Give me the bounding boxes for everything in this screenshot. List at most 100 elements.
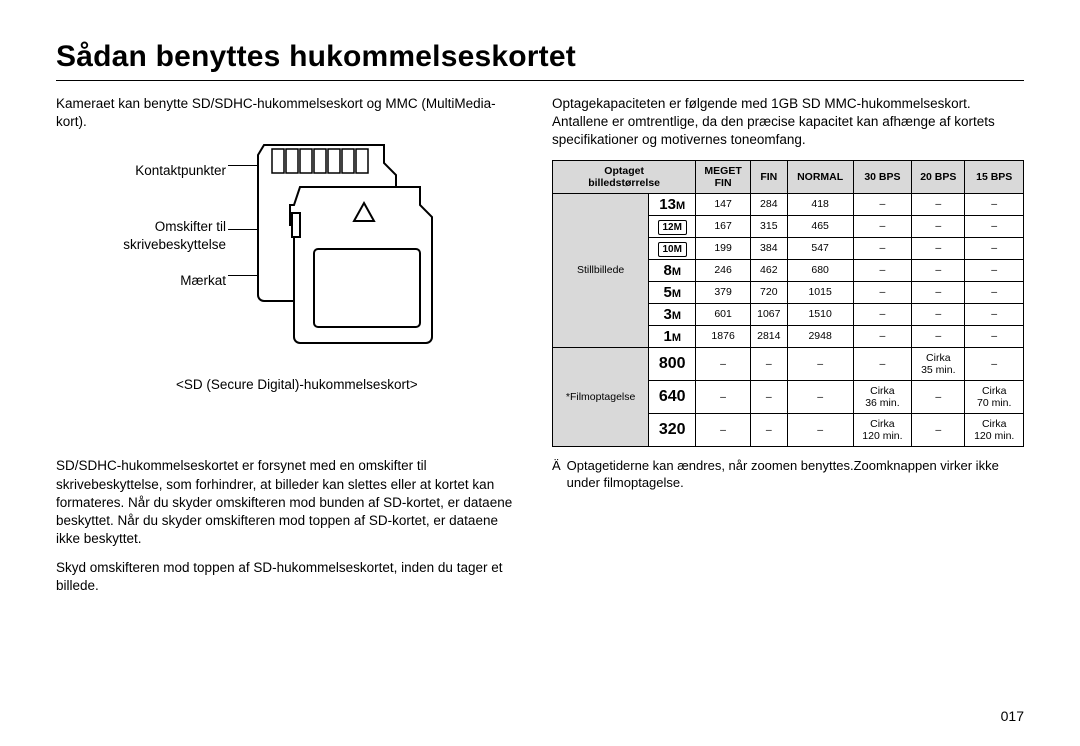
cell-vfine: –	[696, 413, 751, 446]
page-number: 017	[1001, 708, 1024, 724]
cell-30: Cirka120 min.	[853, 413, 912, 446]
table-row: *Filmoptagelse800––––Cirka35 min.–	[553, 347, 1024, 380]
sd-card-illustration	[236, 141, 446, 361]
cell-fine: 1067	[750, 303, 787, 325]
cell-15: –	[965, 281, 1024, 303]
cell-vfine: 246	[696, 259, 751, 281]
cell-normal: 1510	[787, 303, 853, 325]
table-header-row: Optaget billedstørrelse MEGET FIN FIN NO…	[553, 160, 1024, 193]
table-body: Stillbillede13M147284418–––12M167315465–…	[553, 193, 1024, 446]
page-title: Sådan benyttes hukommelseskortet	[56, 40, 1024, 74]
size-icon: 13M	[649, 193, 696, 215]
left-intro: Kameraet kan benytte SD/SDHC-hukommelses…	[56, 95, 516, 131]
left-column: Kameraet kan benytte SD/SDHC-hukommelses…	[56, 95, 516, 605]
cell-normal: 418	[787, 193, 853, 215]
cell-30: –	[853, 325, 912, 347]
cell-20: –	[912, 281, 965, 303]
cell-normal: 680	[787, 259, 853, 281]
cell-15: –	[965, 325, 1024, 347]
size-icon: 800	[649, 347, 696, 380]
cell-normal: –	[787, 347, 853, 380]
size-icon: 3M	[649, 303, 696, 325]
th-size: Optaget billedstørrelse	[553, 160, 696, 193]
cell-30: –	[853, 193, 912, 215]
cell-normal: 1015	[787, 281, 853, 303]
size-icon: 320	[649, 413, 696, 446]
cell-15: –	[965, 237, 1024, 259]
cell-30: –	[853, 347, 912, 380]
columns: Kameraet kan benytte SD/SDHC-hukommelses…	[56, 95, 1024, 605]
cell-15: –	[965, 259, 1024, 281]
cell-vfine: –	[696, 380, 751, 413]
cell-20: –	[912, 193, 965, 215]
cell-vfine: 147	[696, 193, 751, 215]
cell-normal: –	[787, 413, 853, 446]
table-row: Stillbillede13M147284418–––	[553, 193, 1024, 215]
cell-20: –	[912, 259, 965, 281]
cell-fine: –	[750, 380, 787, 413]
cell-15: –	[965, 303, 1024, 325]
cell-fine: –	[750, 413, 787, 446]
cell-fine: 384	[750, 237, 787, 259]
th-fine: FIN	[750, 160, 787, 193]
cell-30: –	[853, 303, 912, 325]
cell-15: –	[965, 347, 1024, 380]
footnote-text: Optagetiderne kan ændres, når zoomen ben…	[567, 457, 1024, 492]
cell-30: Cirka36 min.	[853, 380, 912, 413]
cell-20: –	[912, 303, 965, 325]
page: Sådan benyttes hukommelseskortet Kamerae…	[0, 0, 1080, 746]
cell-fine: –	[750, 347, 787, 380]
cell-20: –	[912, 325, 965, 347]
th-normal: NORMAL	[787, 160, 853, 193]
cell-vfine: 601	[696, 303, 751, 325]
cell-20: –	[912, 413, 965, 446]
still-label: Stillbillede	[553, 193, 649, 347]
th-15bps: 15 BPS	[965, 160, 1024, 193]
cell-normal: 547	[787, 237, 853, 259]
label-label: Mærkat	[180, 273, 226, 288]
left-para2: SD/SDHC-hukommelseskortet er forsynet me…	[56, 457, 516, 548]
size-icon: 12M	[649, 215, 696, 237]
cell-15: Cirka120 min.	[965, 413, 1024, 446]
cell-fine: 720	[750, 281, 787, 303]
size-icon: 1M	[649, 325, 696, 347]
cell-vfine: 1876	[696, 325, 751, 347]
cell-vfine: 379	[696, 281, 751, 303]
cell-vfine: 199	[696, 237, 751, 259]
label-switch-line1: Omskifter til	[155, 219, 226, 234]
label-switch-line2: skrivebeskyttelse	[123, 237, 226, 252]
cell-vfine: –	[696, 347, 751, 380]
footnote-marker: Ä	[552, 457, 561, 492]
cell-15: Cirka70 min.	[965, 380, 1024, 413]
right-column: Optagekapaciteten er følgende med 1GB SD…	[552, 95, 1024, 605]
cell-fine: 315	[750, 215, 787, 237]
left-para3: Skyd omskifteren mod toppen af SD-hukomm…	[56, 559, 516, 595]
cell-30: –	[853, 237, 912, 259]
th-vfine: MEGET FIN	[696, 160, 751, 193]
footnote: Ä Optagetiderne kan ændres, når zoomen b…	[552, 457, 1024, 492]
size-icon: 640	[649, 380, 696, 413]
size-icon: 5M	[649, 281, 696, 303]
movie-label: *Filmoptagelse	[553, 347, 649, 446]
cell-30: –	[853, 281, 912, 303]
cell-20: –	[912, 380, 965, 413]
cell-normal: 2948	[787, 325, 853, 347]
cell-20: Cirka35 min.	[912, 347, 965, 380]
label-contacts: Kontaktpunkter	[135, 163, 226, 178]
cell-30: –	[853, 215, 912, 237]
title-rule	[56, 80, 1024, 81]
cell-15: –	[965, 193, 1024, 215]
cell-normal: 465	[787, 215, 853, 237]
cell-20: –	[912, 237, 965, 259]
th-30bps: 30 BPS	[853, 160, 912, 193]
size-icon: 10M	[649, 237, 696, 259]
cell-20: –	[912, 215, 965, 237]
sd-diagram: Kontaktpunkter Omskifter til skrivebesky…	[56, 141, 516, 401]
right-intro: Optagekapaciteten er følgende med 1GB SD…	[552, 95, 1024, 150]
size-icon: 8M	[649, 259, 696, 281]
cell-30: –	[853, 259, 912, 281]
cell-vfine: 167	[696, 215, 751, 237]
th-20bps: 20 BPS	[912, 160, 965, 193]
cell-normal: –	[787, 380, 853, 413]
cell-fine: 284	[750, 193, 787, 215]
